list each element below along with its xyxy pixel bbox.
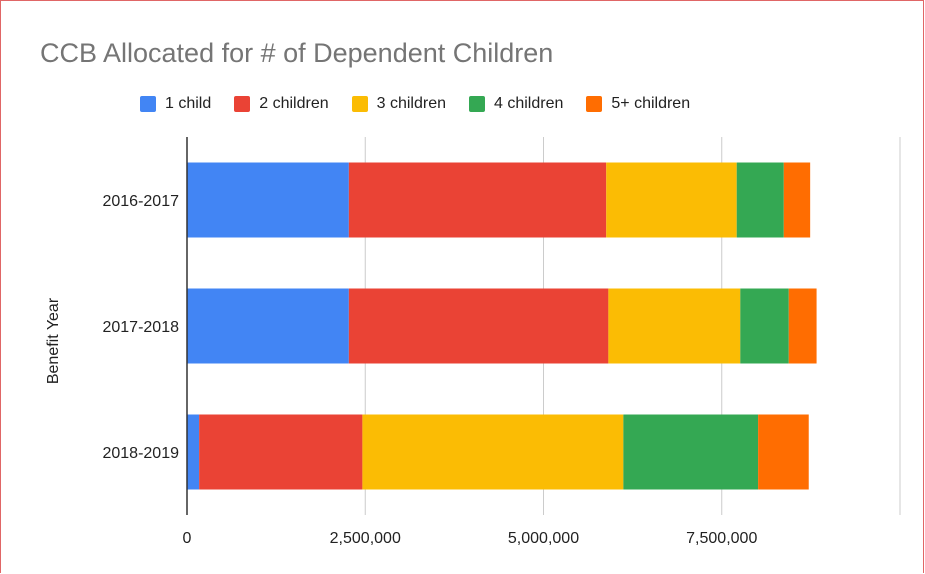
chart-title: CCB Allocated for # of Dependent Childre…: [40, 38, 554, 68]
legend-label: 2 children: [259, 95, 329, 112]
legend-item[interactable]: 5+ children: [586, 95, 690, 113]
category-label: 2018-2019: [102, 445, 179, 462]
legend-swatch: [351, 96, 368, 112]
legend-swatch: [469, 96, 485, 112]
bar-segment: [736, 162, 784, 238]
bar-segment: [187, 288, 349, 364]
tick-label: 7,500,000: [686, 530, 757, 547]
legend-item[interactable]: 1 child: [140, 95, 211, 113]
bar-segment: [758, 414, 809, 490]
bar-segment: [199, 414, 363, 490]
bar-segment: [788, 288, 817, 364]
chart-legend: 1 child 2 children 3 children 4 children 5+ …: [140, 93, 713, 115]
legend-swatch: [586, 96, 603, 112]
bar-segment: [608, 288, 741, 364]
tick-label: 5,000,000: [508, 530, 579, 547]
bar-segment: [606, 162, 737, 238]
legend-label: 3 children: [376, 95, 446, 112]
legend-label: 1 child: [165, 95, 212, 112]
legend-label: 5+ children: [611, 95, 691, 112]
tick-label: 2,500,000: [330, 530, 401, 547]
bar-segment: [362, 414, 624, 490]
y-axis-title: Benefit Year: [45, 297, 62, 384]
tick-label: 0: [183, 530, 192, 547]
bar-segment: [187, 414, 200, 490]
legend-item[interactable]: 4 children: [469, 95, 563, 113]
bar-segment: [348, 288, 609, 364]
bar-segment: [783, 162, 811, 238]
legend-label: 4 children: [494, 95, 564, 112]
legend-swatch: [140, 96, 156, 112]
bar-segment: [187, 162, 349, 238]
bar-segment: [623, 414, 759, 490]
legend-item[interactable]: 2 children: [234, 95, 329, 113]
legend-swatch: [234, 96, 251, 112]
bar-segment: [348, 162, 607, 238]
bar-segment: [740, 288, 789, 364]
category-label: 2016-2017: [102, 193, 179, 210]
legend-item[interactable]: 3 children: [351, 95, 446, 113]
category-label: 2017-2018: [102, 319, 179, 336]
